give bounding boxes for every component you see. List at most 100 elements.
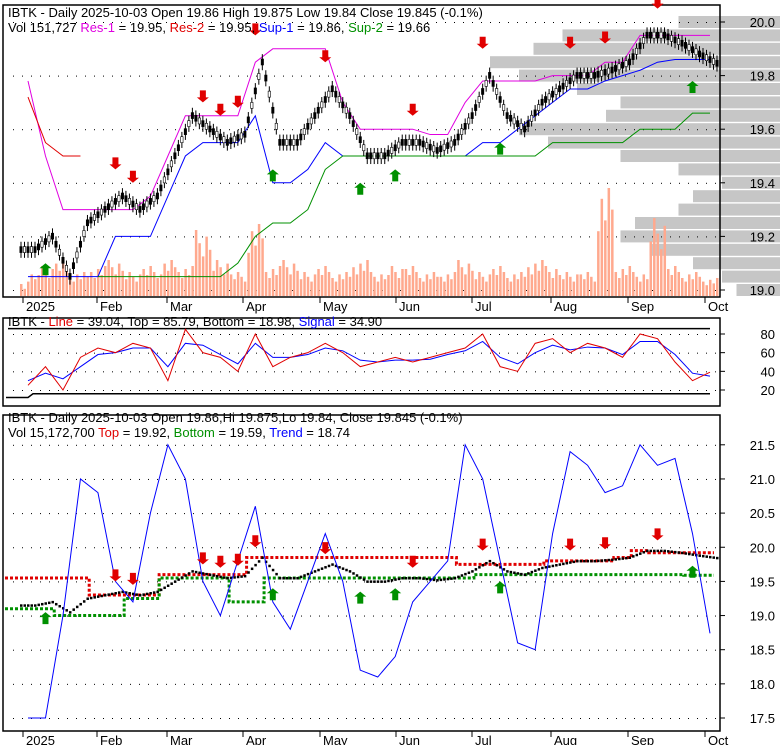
volume-bar <box>555 269 558 296</box>
grid-dot <box>571 236 572 238</box>
grid-dot <box>40 352 41 354</box>
price-mark <box>68 611 72 614</box>
grid-dot <box>112 581 113 583</box>
grid-dot <box>85 718 86 719</box>
x-tick-label: Mar <box>170 733 193 745</box>
candle-body <box>47 235 51 243</box>
grid-dot <box>13 236 14 238</box>
sell-arrow <box>214 555 227 568</box>
grid-dot <box>274 683 275 685</box>
candle-body <box>334 90 338 98</box>
grid-dot <box>418 75 419 77</box>
price-mark <box>534 569 537 572</box>
grid-dot <box>697 371 698 373</box>
grid-dot <box>175 649 176 651</box>
grid-dot <box>706 683 707 685</box>
price-mark <box>275 572 278 576</box>
grid-dot <box>508 718 509 719</box>
grid-dot <box>355 718 356 719</box>
grid-dot <box>373 182 374 184</box>
grid-dot <box>139 683 140 685</box>
sup1-label: Sup-1 <box>258 20 294 35</box>
price-mark <box>247 571 250 574</box>
grid-dot <box>31 334 32 335</box>
grid-dot <box>508 182 509 184</box>
candle-body <box>85 219 89 227</box>
grid-dot <box>274 478 275 480</box>
volume-profile-bar <box>722 176 780 189</box>
grid-dot <box>517 182 518 184</box>
grid-dot <box>22 236 23 238</box>
grid-dot <box>283 129 284 131</box>
grid-dot <box>634 22 635 23</box>
grid-dot <box>67 236 68 238</box>
volume-profile-bar <box>620 150 780 162</box>
grid-dot <box>436 371 437 373</box>
grid-dot <box>598 478 599 480</box>
grid-dot <box>148 581 149 583</box>
price-mark <box>306 572 310 576</box>
grid-dot <box>688 615 689 617</box>
grid-dot <box>607 129 608 131</box>
grid-dot <box>265 182 266 184</box>
grid-dot <box>184 478 185 480</box>
grid-dot <box>328 615 329 617</box>
grid-dot <box>391 649 392 651</box>
grid-dot <box>373 390 374 391</box>
grid-dot <box>535 718 536 719</box>
volume-profile-bar <box>620 230 780 243</box>
grid-dot <box>643 182 644 184</box>
volume-bar <box>205 236 208 296</box>
volume-bar <box>635 276 639 296</box>
price-mark <box>632 555 635 558</box>
grid-dot <box>238 75 239 77</box>
grid-dot <box>715 371 716 373</box>
grid-dot <box>301 22 302 23</box>
volume-bar <box>439 276 443 296</box>
buy-arrow <box>266 588 279 601</box>
grid-dot <box>652 718 653 719</box>
grid-dot <box>310 182 311 184</box>
res1-line <box>27 34 710 211</box>
grid-dot <box>247 478 248 480</box>
grid-dot <box>292 75 293 77</box>
x-tick-label: Sep <box>631 299 654 314</box>
price-mark <box>548 565 551 568</box>
grid-dot <box>670 478 671 480</box>
candle-body <box>704 54 708 61</box>
volume-bar <box>562 279 565 296</box>
volume-bar <box>628 266 632 296</box>
candle-body <box>19 246 23 253</box>
volume-bar <box>411 266 415 296</box>
price-mark <box>110 592 114 596</box>
grid-dot <box>184 649 185 651</box>
grid-dot <box>31 649 32 651</box>
price-mark <box>355 574 359 577</box>
res1-label: Res-1 <box>80 20 115 35</box>
grid-dot <box>166 547 167 549</box>
grid-dot <box>544 182 545 184</box>
grid-dot <box>256 683 257 685</box>
volume-bar <box>530 274 534 296</box>
grid-dot <box>706 478 707 480</box>
volume-bar <box>268 278 271 296</box>
volume-bar <box>373 276 376 296</box>
grid-dot <box>346 718 347 719</box>
grid-dot <box>31 390 32 391</box>
grid-dot <box>58 390 59 391</box>
volume-bar <box>240 276 243 296</box>
price-mark <box>268 564 271 568</box>
grid-dot <box>427 129 428 131</box>
grid-dot <box>148 182 149 184</box>
grid-dot <box>535 236 536 238</box>
grid-dot <box>148 513 149 515</box>
grid-dot <box>283 649 284 651</box>
grid-dot <box>256 649 257 651</box>
grid-dot <box>328 75 329 77</box>
grid-dot <box>292 581 293 583</box>
grid-dot <box>706 444 707 446</box>
candle-body <box>180 136 184 144</box>
candle-body <box>390 147 394 154</box>
volume-profile-bar <box>649 243 780 256</box>
candle-body <box>204 123 208 130</box>
